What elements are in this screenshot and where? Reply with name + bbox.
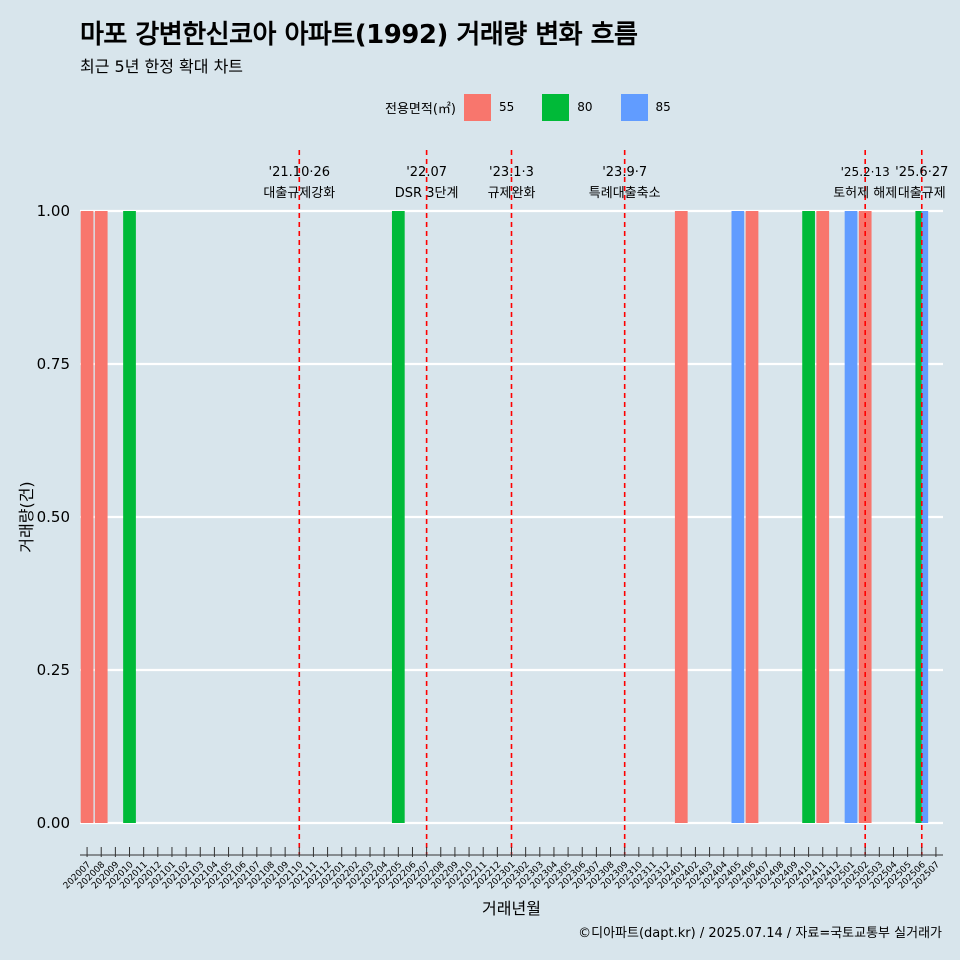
y-tick-label: 0.00: [37, 814, 70, 832]
legend-swatch-85: [620, 93, 648, 121]
legend-item-55: 55: [463, 93, 536, 121]
event-name-label: 규제완화: [488, 186, 536, 201]
event-date-label: '23.1·3: [489, 165, 534, 180]
chart-subtitle: 최근 5년 한정 확대 차트: [80, 57, 244, 76]
legend-item-80: 80: [542, 93, 614, 121]
x-axis-title: 거래년월: [482, 899, 541, 918]
bar-55-202401: [674, 211, 688, 823]
bar-55-202008: [94, 211, 108, 823]
bar-85-202501: [844, 211, 858, 823]
legend-swatch-55: [463, 93, 491, 121]
legend-item-85: 85: [620, 93, 671, 121]
legend-title: 전용면적(㎡): [385, 101, 456, 117]
bar-55-202411: [816, 211, 830, 823]
event-name-label: 특례대출축소: [589, 186, 661, 201]
bar-80-202506: [915, 211, 922, 823]
event-date-label: '25.2·13: [841, 165, 890, 179]
legend-swatch-80: [542, 93, 570, 121]
y-tick-label: 1.00: [37, 202, 70, 220]
bar-80-202205: [391, 211, 405, 823]
event-date-label: '25.6·27: [895, 165, 948, 180]
event-name-label: 대출규제강화: [263, 186, 335, 201]
bar-80-202410: [802, 211, 815, 823]
event-name-label: 토허제 해제: [833, 186, 897, 201]
legend-label-55: 55: [498, 100, 515, 114]
y-tick-label: 0.75: [37, 355, 70, 373]
legend-label-85: 85: [655, 100, 671, 114]
bar-80-202010: [123, 211, 136, 823]
event-name-label: DSR 3단계: [395, 186, 459, 201]
legend-label-80: 80: [577, 100, 593, 114]
event-date-label: '23.9·7: [602, 165, 647, 180]
event-name-label: 대출규제: [898, 186, 946, 201]
footer-credit: ©디아파트(dapt.kr) / 2025.07.14 / 자료=국토교통부 실…: [578, 926, 942, 941]
event-date-label: '21.10·26: [269, 165, 330, 180]
legend: 전용면적(㎡) 55 80 85: [385, 92, 677, 122]
bar-85-202405: [731, 211, 745, 823]
bar-55-202406: [745, 211, 759, 823]
bar-85-202506: [921, 211, 929, 823]
chart-title: 마포 강변한신코아 아파트(1992) 거래량 변화 흐름: [80, 20, 638, 50]
bar-55-202502: [858, 211, 872, 823]
bar-55-202007: [80, 211, 94, 823]
y-tick-label: 0.50: [37, 508, 70, 526]
event-date-label: '22.07: [406, 165, 447, 180]
y-tick-label: 0.25: [37, 661, 70, 679]
y-axis-title: 거래량(건): [17, 481, 36, 552]
